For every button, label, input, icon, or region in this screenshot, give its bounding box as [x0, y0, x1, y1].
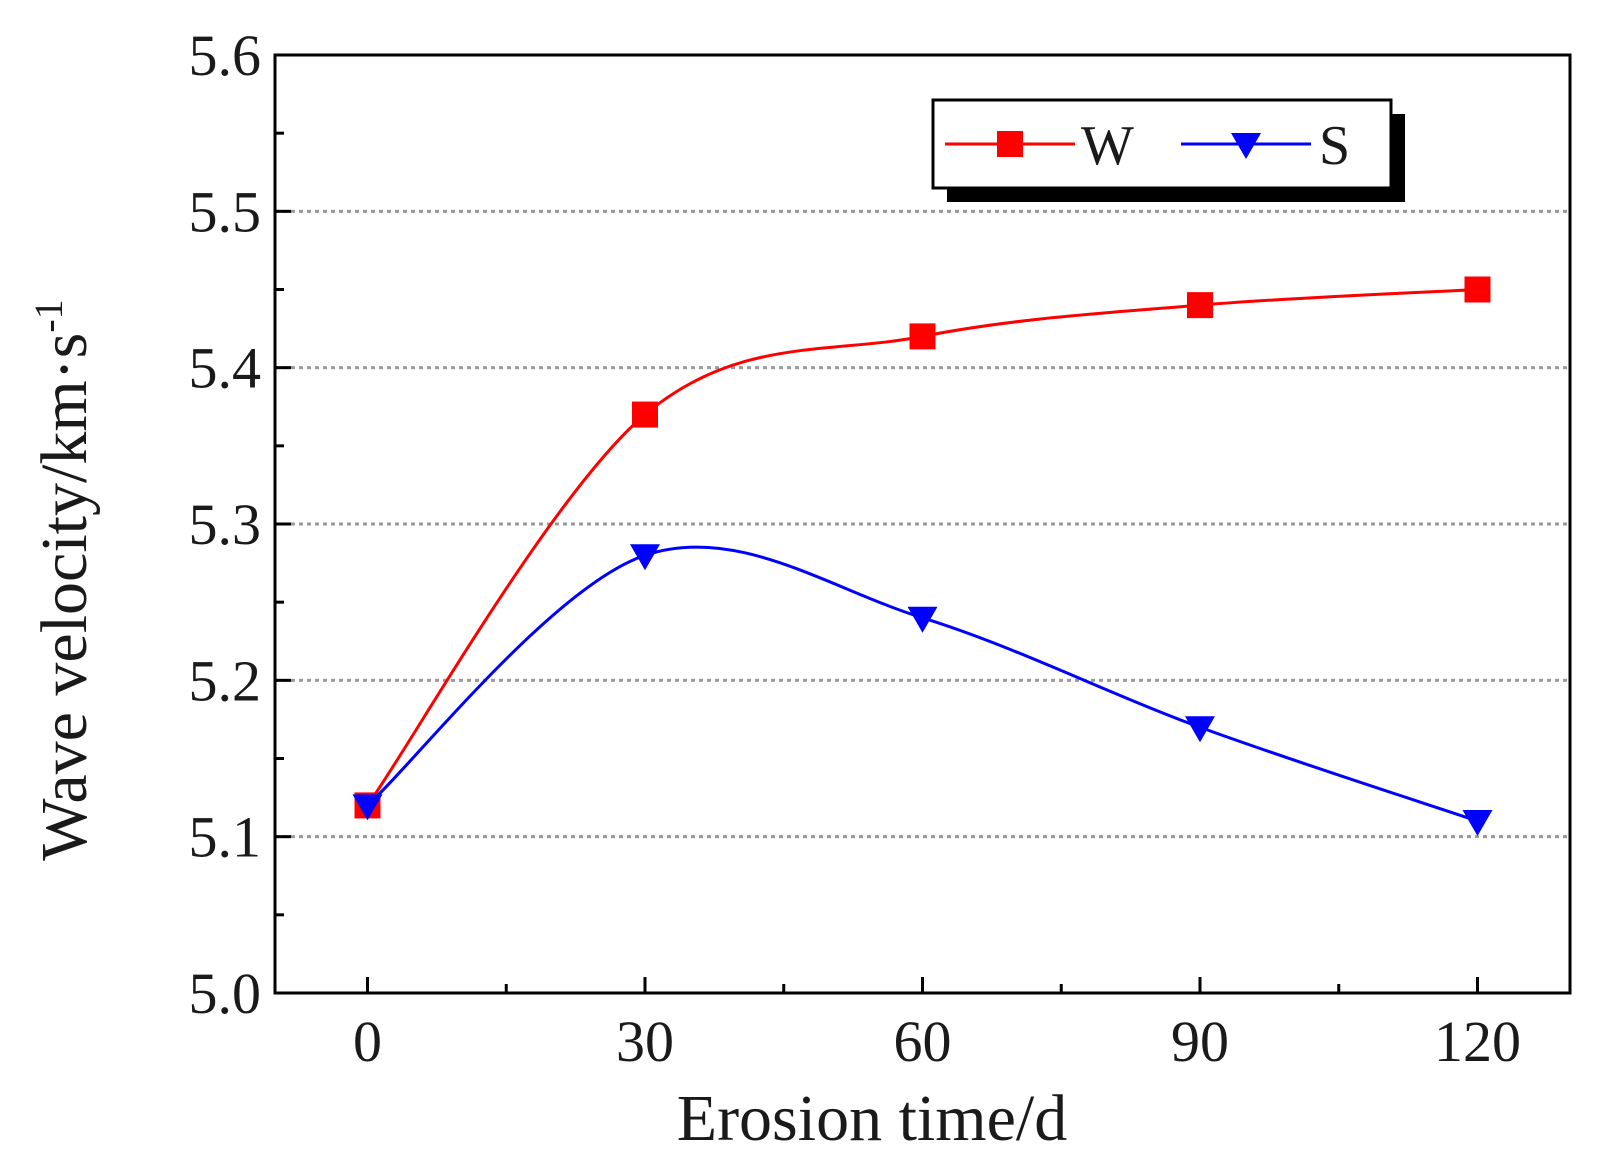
data-point-S — [630, 544, 660, 571]
series-S — [352, 544, 1493, 837]
legend-label-W: W — [1081, 115, 1134, 177]
data-point-S — [1185, 716, 1215, 743]
y-tick-label: 5.1 — [189, 805, 262, 870]
x-tick-labels: 0 30 60 90 120 — [353, 1009, 1521, 1074]
y-tick-label: 5.5 — [189, 179, 262, 244]
y-tick-label: 5.2 — [189, 648, 262, 713]
legend-label-S: S — [1319, 115, 1350, 177]
gridlines — [275, 209, 1570, 839]
y-tick-label: 5.4 — [189, 336, 262, 401]
y-tick-labels: 5.0 5.1 5.2 5.3 5.4 5.5 5.6 — [189, 23, 262, 1026]
data-point-S — [1462, 810, 1493, 837]
x-tick-label: 0 — [353, 1009, 382, 1074]
series-line-S — [366, 545, 1478, 823]
y-tick-label: 5.3 — [189, 492, 262, 557]
x-tick-label: 30 — [616, 1009, 674, 1074]
series-line-W — [366, 288, 1478, 807]
series-W — [354, 276, 1491, 819]
data-point-W — [1464, 276, 1491, 303]
data-point-W — [909, 323, 936, 350]
x-tick-label: 60 — [894, 1009, 952, 1074]
y-tick-label: 5.0 — [189, 961, 262, 1026]
legend-marker-S — [1231, 133, 1261, 159]
legend-marker-W — [997, 131, 1023, 157]
data-point-W — [632, 401, 658, 428]
y-axis-title: Wave velocity/km·s-1 — [26, 299, 101, 860]
data-point-S — [352, 794, 383, 821]
x-tick-label: 120 — [1434, 1009, 1521, 1074]
data-point-S — [907, 606, 938, 633]
y-axis-title-main: Wave velocity/km·s — [28, 333, 101, 861]
y-axis-title-superscript: -1 — [26, 299, 71, 332]
x-axis-title: Erosion time/d — [677, 1082, 1067, 1155]
data-point-W — [1187, 292, 1213, 319]
y-tick-label: 5.6 — [189, 23, 262, 88]
plot-area-frame — [273, 53, 1572, 995]
x-tick-label: 90 — [1171, 1009, 1229, 1074]
data-series — [352, 276, 1493, 837]
